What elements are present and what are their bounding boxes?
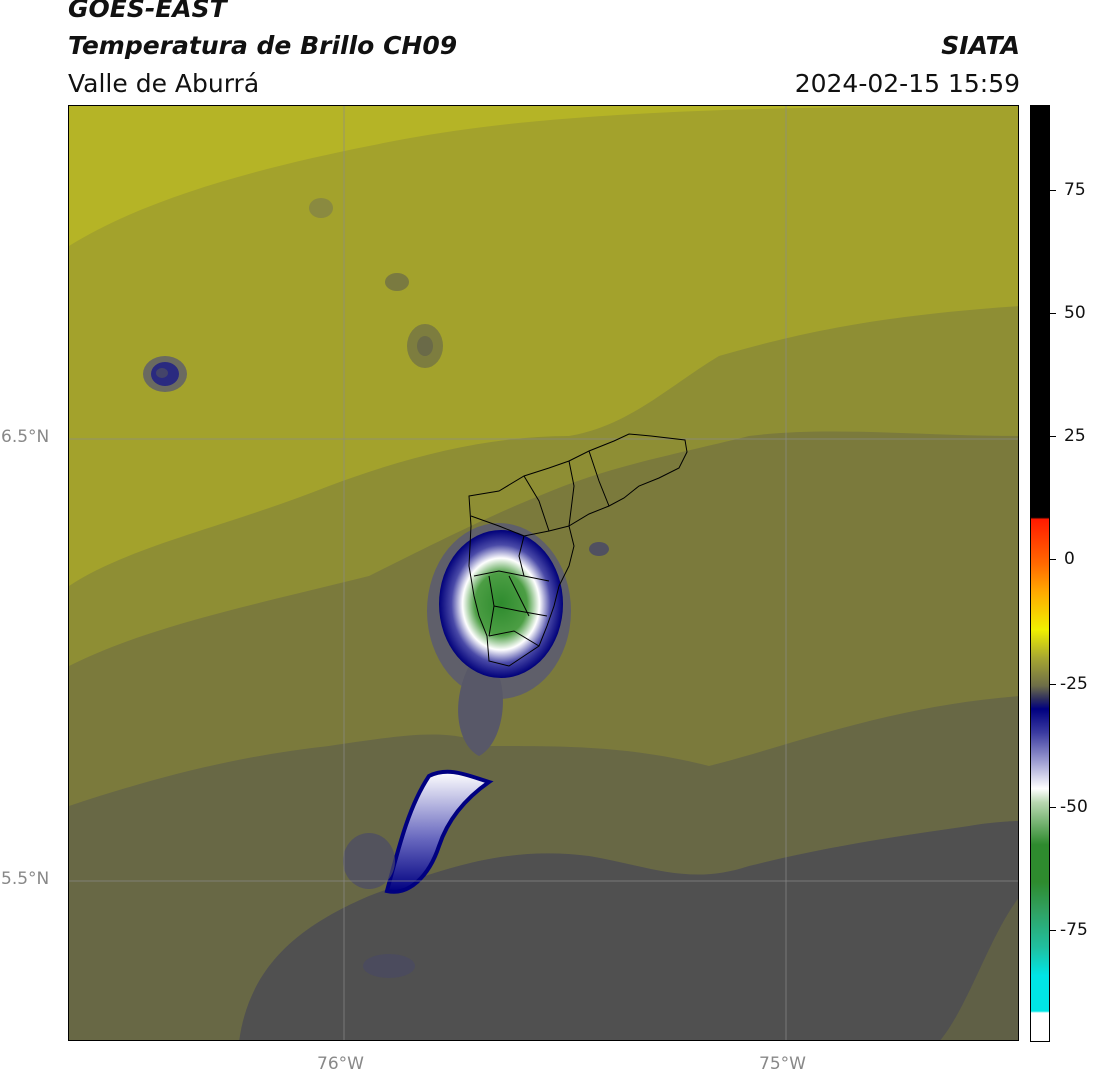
- colorbar-tick: [1050, 684, 1056, 685]
- map-panel: [68, 105, 1019, 1041]
- colorbar-tick: [1050, 190, 1056, 191]
- colorbar: [1030, 105, 1050, 1042]
- agency-label: SIATA: [941, 31, 1020, 60]
- region-subtitle: Valle de Aburrá: [68, 69, 260, 98]
- convective-core: [439, 530, 563, 678]
- colorbar-tick: [1050, 559, 1056, 560]
- colorbar-label: -50: [1060, 797, 1088, 817]
- colorbar-label: 50: [1064, 303, 1086, 323]
- lat-label-5-5n: 5.5°N: [1, 869, 50, 889]
- colorbar-tick: [1050, 807, 1056, 808]
- colorbar-label: 75: [1064, 180, 1086, 200]
- product-title: Temperatura de Brillo CH09: [68, 31, 458, 60]
- colorbar-tick: [1050, 313, 1056, 314]
- lon-label-76w: 76°W: [317, 1054, 364, 1074]
- datetime-label: 2024-02-15 15:59: [794, 69, 1020, 98]
- field-gray: [239, 821, 1018, 1040]
- lon-label-75w: 75°W: [759, 1054, 806, 1074]
- lat-label-6-5n: 6.5°N: [1, 427, 50, 447]
- colorbar-tick: [1050, 930, 1056, 931]
- colorbar-label: -25: [1060, 674, 1088, 694]
- brightness-temperature-field: [69, 106, 1018, 1040]
- satellite-title: GOES-EAST: [68, 0, 227, 23]
- colorbar-label: -75: [1060, 920, 1088, 940]
- colorbar-label: 25: [1064, 426, 1086, 446]
- convective-band: [384, 769, 494, 894]
- colorbar-label: 0: [1064, 549, 1075, 569]
- municipality-boundaries: [468, 433, 688, 667]
- colorbar-tick: [1050, 436, 1056, 437]
